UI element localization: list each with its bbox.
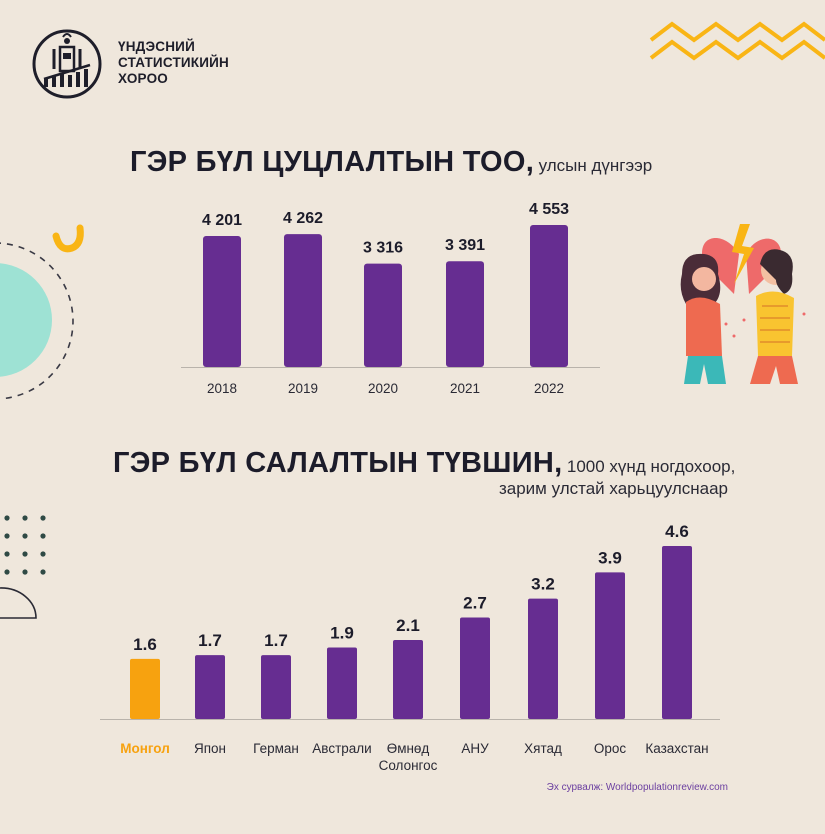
- chart2-category-label-line: Казахстан: [645, 741, 708, 756]
- yellow-curl-decoration: [52, 224, 84, 253]
- chart2-category-label: АНУ: [461, 741, 489, 756]
- chart2-value-label: 3.9: [598, 548, 622, 567]
- chart1-value-label: 3 316: [363, 240, 403, 257]
- couple-illustration-icon: [680, 224, 806, 384]
- chart2-title-sub-line1: 1000 хүнд ногдохоор,: [566, 457, 736, 476]
- chart1-category-label: 2020: [368, 381, 398, 396]
- chart1-bar: [446, 261, 484, 367]
- chart2-category-label-line: Герман: [253, 741, 299, 756]
- chart2-value-label: 1.7: [198, 631, 222, 650]
- chart2-category-label-line: Хятад: [524, 741, 562, 756]
- half-circle-decoration: [0, 587, 37, 619]
- source-note: Эх сурвалж: Worldpopulationreview.com: [546, 782, 728, 793]
- chart2-bar: [393, 640, 423, 719]
- chart2-category-label-line: Өмнөд: [387, 741, 430, 756]
- chart1-category-label: 2019: [288, 381, 318, 396]
- chart1-title-sub: улсын дүнгээр: [538, 156, 653, 175]
- chart2-category-label: Япон: [194, 741, 226, 756]
- chart1-bar: [364, 263, 402, 367]
- chart1-value-label: 3 391: [445, 237, 485, 254]
- chart2-value-label: 2.1: [396, 616, 420, 635]
- chart2-category-label-line: АНУ: [461, 741, 489, 756]
- chart2-bar: [130, 658, 160, 719]
- chart2-value-label: 1.6: [133, 635, 157, 654]
- chart2-bar: [195, 655, 225, 719]
- chart1-bar: [530, 225, 568, 367]
- org-name-line: ҮНДЭСНИЙ: [118, 39, 195, 54]
- chart1-bar: [203, 235, 241, 367]
- chart2-value-label: 4.6: [665, 522, 689, 541]
- chart2-category-label: Хятад: [524, 741, 562, 756]
- chart2-category-label-line: Солонгос: [379, 758, 438, 773]
- nso-logo-icon: [32, 29, 102, 99]
- chart2-category-label: Өмнөд Солонгос: [379, 741, 438, 773]
- chart1-title: ГЭР БҮЛ ЦУЦЛАЛТЫН ТОО, улсын дүнгээр: [130, 146, 652, 179]
- chart1-category-label: 2018: [207, 381, 237, 396]
- chart1-value-label: 4 553: [529, 201, 569, 218]
- chart1-title-main: ГЭР БҮЛ ЦУЦЛАЛТЫН ТОО,: [130, 146, 535, 178]
- chart2-category-label-line: Австрали: [312, 741, 371, 756]
- chart2-bar: [595, 572, 625, 719]
- zigzag-decoration-2: [649, 39, 825, 61]
- chart1-bar: [284, 234, 322, 367]
- chart2-category-label: Австрали: [312, 741, 371, 756]
- chart1-value-label: 4 262: [283, 210, 323, 227]
- zigzag-decoration: [649, 21, 825, 43]
- chart2-title-main: ГЭР БҮЛ САЛАЛТЫН ТҮВШИН,: [113, 447, 563, 479]
- dot-grid-decoration: [4, 515, 46, 575]
- org-name: ҮНДЭСНИЙ СТАТИСТИКИЙН ХОРОО: [118, 39, 229, 87]
- chart2-bar: [528, 598, 558, 719]
- chart2-value-label: 2.7: [463, 593, 487, 612]
- chart2-category-label: Орос: [594, 741, 627, 756]
- chart2-category-label: Монгол: [120, 741, 170, 756]
- chart1-category-label: 2022: [534, 381, 564, 396]
- chart2-value-label: 1.7: [264, 631, 288, 650]
- teal-circle-decoration: [0, 263, 52, 377]
- chart2-bar: [662, 546, 692, 719]
- chart2-bar: [261, 655, 291, 719]
- chart2-category-label: Казахстан: [645, 741, 708, 756]
- chart2-value-label: 1.9: [330, 624, 354, 643]
- chart2-category-label-line: Орос: [594, 741, 627, 756]
- chart2-title-sub-line2: зарим улстай харьцуулснаар: [498, 479, 728, 498]
- org-name-line: СТАТИСТИКИЙН: [118, 55, 229, 70]
- chart2-value-label: 3.2: [531, 575, 555, 594]
- chart2-category-label-line: Монгол: [120, 741, 170, 756]
- chart2-category-label: Герман: [253, 741, 299, 756]
- chart2-bar: [460, 617, 490, 719]
- chart2-bar: [327, 647, 357, 719]
- org-name-line: ХОРОО: [118, 71, 168, 86]
- chart2-category-label-line: Япон: [194, 741, 226, 756]
- chart2-title: ГЭР БҮЛ САЛАЛТЫН ТҮВШИН, 1000 хүнд ногдо…: [113, 447, 735, 480]
- dashed-arc-decoration: [0, 242, 74, 400]
- chart1-value-label: 4 201: [202, 212, 242, 229]
- chart1-category-label: 2021: [450, 381, 480, 396]
